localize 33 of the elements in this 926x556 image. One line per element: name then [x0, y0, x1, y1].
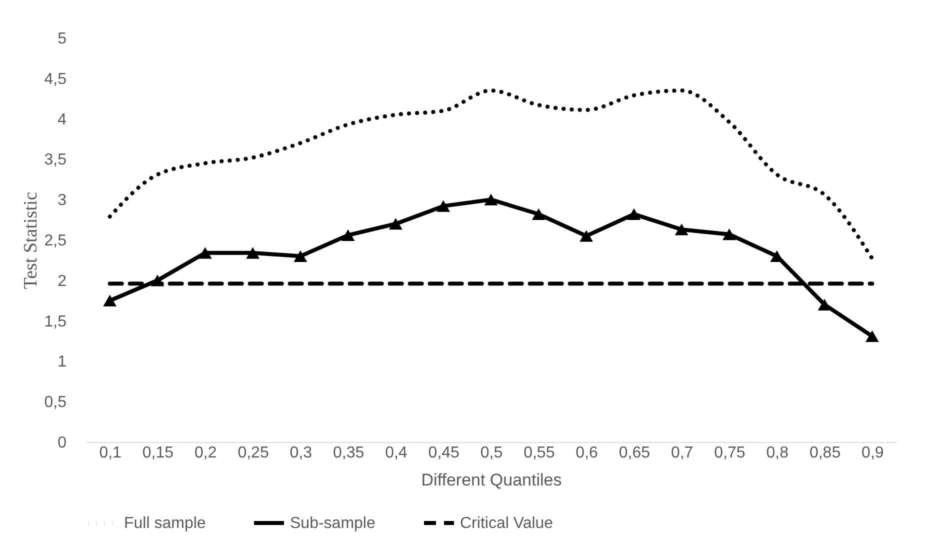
- y-tick-label: 3: [58, 192, 67, 210]
- x-tick-label: 0,35: [332, 444, 364, 462]
- x-tick-label: 0,9: [862, 444, 884, 462]
- y-tick-label: 2: [58, 272, 67, 290]
- y-tick-label: 1: [58, 354, 67, 371]
- x-axis-title: Different Quantiles: [421, 470, 562, 490]
- y-tick-label: 4,5: [44, 70, 67, 88]
- y-tick-label: 2,5: [44, 232, 67, 250]
- y-tick-label: 0: [58, 434, 67, 452]
- y-tick-label: 4: [58, 111, 67, 128]
- x-tick-label: 0,6: [576, 444, 598, 462]
- x-tick-label: 0,3: [290, 444, 312, 462]
- x-tick-label: 0,5: [480, 444, 503, 462]
- x-tick-label: 0,4: [385, 444, 408, 462]
- legend-label: Critical Value: [460, 515, 554, 532]
- x-tick-label: 0,25: [238, 444, 269, 462]
- x-tick-label: 0,55: [524, 444, 555, 462]
- x-tick-label: 0,7: [670, 444, 694, 462]
- y-axis-title: Test Statistic: [20, 192, 42, 290]
- x-tick-label: 0,15: [142, 444, 174, 462]
- x-tick-label: 0,85: [809, 444, 841, 462]
- legend-label: Full sample: [124, 515, 206, 532]
- legend-label: Sub-sample: [290, 515, 376, 532]
- y-tick-label: 1,5: [44, 313, 67, 330]
- x-tick-label: 0,2: [194, 444, 217, 462]
- y-tick-label: 3,5: [44, 152, 67, 169]
- y-tick-label: 0,5: [44, 394, 67, 412]
- x-tick-label: 0,65: [618, 444, 650, 462]
- x-tick-label: 0,8: [766, 444, 789, 462]
- x-tick-label: 0,45: [428, 444, 460, 462]
- x-tick-label: 0,1: [99, 444, 122, 462]
- y-tick-label: 5: [58, 30, 67, 48]
- x-tick-label: 0,75: [714, 444, 746, 462]
